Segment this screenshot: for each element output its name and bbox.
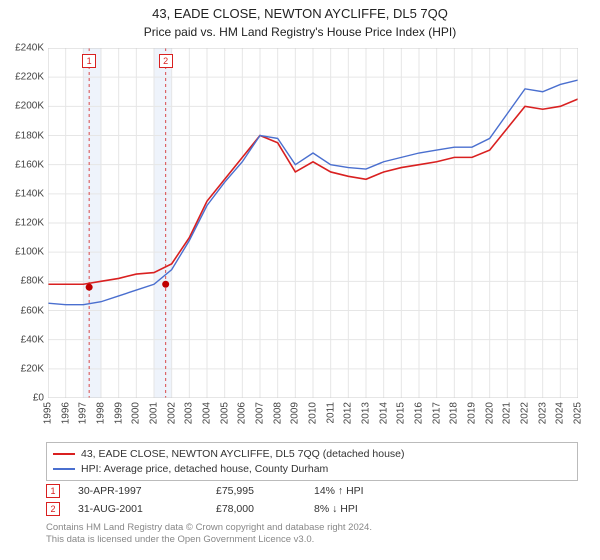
x-tick-label: 2005 <box>219 402 230 424</box>
x-tick-label: 2016 <box>414 402 425 424</box>
legend: 43, EADE CLOSE, NEWTON AYCLIFFE, DL5 7QQ… <box>46 442 578 481</box>
x-tick-label: 2000 <box>131 402 142 424</box>
legend-swatch <box>53 468 75 470</box>
x-tick-label: 2007 <box>255 402 266 424</box>
y-tick-label: £100K <box>15 247 44 258</box>
y-tick-label: £40K <box>21 334 44 345</box>
x-tick-label: 2001 <box>149 402 160 424</box>
x-tick-label: 2021 <box>502 402 513 424</box>
chart-subtitle: Price paid vs. HM Land Registry's House … <box>0 21 600 45</box>
sale-date: 31-AUG-2001 <box>78 503 198 515</box>
legend-item: 43, EADE CLOSE, NEWTON AYCLIFFE, DL5 7QQ… <box>53 447 571 462</box>
x-tick-label: 2020 <box>484 402 495 424</box>
plot-area: 12 <box>48 48 578 398</box>
y-axis: £0£20K£40K£60K£80K£100K£120K£140K£160K£1… <box>0 48 46 398</box>
legend-label: 43, EADE CLOSE, NEWTON AYCLIFFE, DL5 7QQ… <box>81 447 405 462</box>
y-tick-label: £160K <box>15 159 44 170</box>
x-tick-label: 1998 <box>96 402 107 424</box>
y-tick-label: £200K <box>15 101 44 112</box>
y-tick-label: £120K <box>15 218 44 229</box>
x-tick-label: 2019 <box>467 402 478 424</box>
x-tick-label: 2022 <box>520 402 531 424</box>
x-tick-label: 1995 <box>43 402 54 424</box>
y-tick-label: £220K <box>15 72 44 83</box>
x-tick-label: 2010 <box>308 402 319 424</box>
sale-marker-badge: 2 <box>46 502 60 516</box>
x-tick-label: 1997 <box>78 402 89 424</box>
x-tick-label: 2017 <box>431 402 442 424</box>
sale-marker-badge: 1 <box>82 54 96 68</box>
x-tick-label: 2003 <box>184 402 195 424</box>
x-tick-label: 2015 <box>396 402 407 424</box>
footnote: Contains HM Land Registry data © Crown c… <box>46 522 578 547</box>
y-tick-label: £140K <box>15 188 44 199</box>
footnote-line: Contains HM Land Registry data © Crown c… <box>46 522 578 534</box>
y-tick-label: £60K <box>21 305 44 316</box>
sale-delta: 14% ↑ HPI <box>314 485 404 497</box>
sale-row: 2 31-AUG-2001 £78,000 8% ↓ HPI <box>46 500 578 518</box>
legend-swatch <box>53 453 75 455</box>
sale-price: £78,000 <box>216 503 296 515</box>
x-tick-label: 2006 <box>237 402 248 424</box>
x-tick-label: 2013 <box>361 402 372 424</box>
sale-delta: 8% ↓ HPI <box>314 503 404 515</box>
sale-marker-badge: 1 <box>46 484 60 498</box>
x-axis: 1995199619971998199920002001200220032004… <box>48 398 578 440</box>
x-tick-label: 1999 <box>113 402 124 424</box>
x-tick-label: 1996 <box>60 402 71 424</box>
sale-date: 30-APR-1997 <box>78 485 198 497</box>
y-tick-label: £240K <box>15 43 44 54</box>
x-tick-label: 2018 <box>449 402 460 424</box>
chart-container: 43, EADE CLOSE, NEWTON AYCLIFFE, DL5 7QQ… <box>0 0 600 560</box>
x-tick-label: 2004 <box>202 402 213 424</box>
chart-title: 43, EADE CLOSE, NEWTON AYCLIFFE, DL5 7QQ <box>0 0 600 21</box>
sale-row: 1 30-APR-1997 £75,995 14% ↑ HPI <box>46 482 578 500</box>
footnote-line: This data is licensed under the Open Gov… <box>46 534 578 546</box>
y-tick-label: £20K <box>21 363 44 374</box>
y-tick-label: £80K <box>21 276 44 287</box>
legend-item: HPI: Average price, detached house, Coun… <box>53 462 571 477</box>
sale-price: £75,995 <box>216 485 296 497</box>
x-tick-label: 2023 <box>537 402 548 424</box>
sales-table: 1 30-APR-1997 £75,995 14% ↑ HPI 2 31-AUG-2001… <box>46 482 578 518</box>
x-tick-label: 2002 <box>166 402 177 424</box>
x-tick-label: 2009 <box>290 402 301 424</box>
x-tick-label: 2011 <box>325 402 336 424</box>
sale-marker-badge: 2 <box>159 54 173 68</box>
y-tick-label: £180K <box>15 130 44 141</box>
x-tick-label: 2008 <box>272 402 283 424</box>
x-tick-label: 2025 <box>573 402 584 424</box>
x-tick-label: 2012 <box>343 402 354 424</box>
x-tick-label: 2024 <box>555 402 566 424</box>
x-tick-label: 2014 <box>378 402 389 424</box>
legend-label: HPI: Average price, detached house, Coun… <box>81 462 328 477</box>
